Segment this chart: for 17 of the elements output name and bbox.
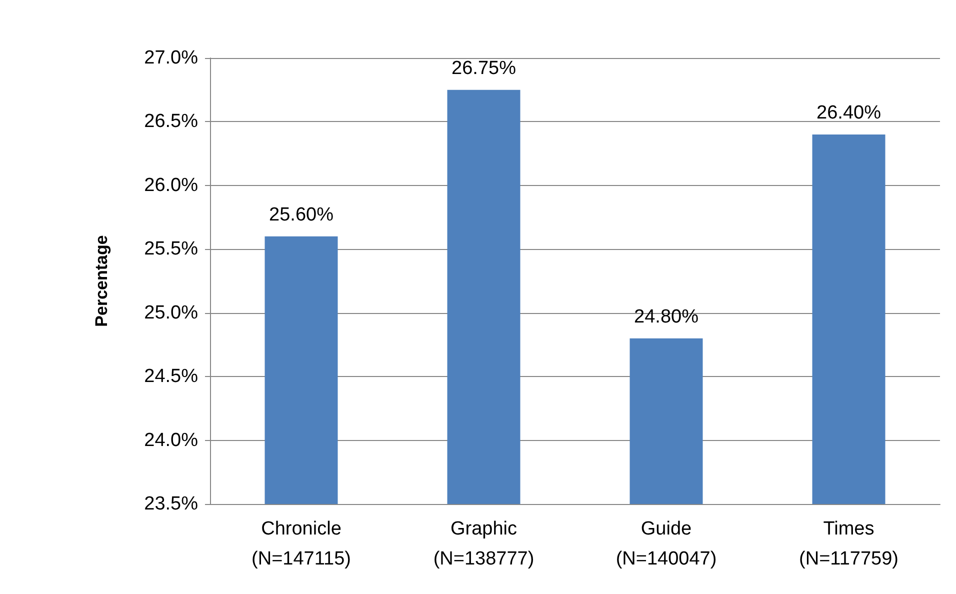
y-tick-label: 23.5% (144, 494, 198, 514)
y-tick-label: 26.0% (144, 174, 198, 196)
y-tick-label: 27.0% (144, 48, 198, 68)
y-tick-label: 25.0% (144, 302, 198, 324)
y-axis-title: Percentage (92, 235, 111, 327)
x-tick-label: Chronicle (N=147115) (252, 518, 351, 570)
data-label: 26.75% (452, 58, 516, 79)
data-label: 25.60% (269, 204, 334, 226)
x-tick-label: Guide (N=140047) (616, 518, 717, 570)
data-label: 26.40% (816, 102, 882, 124)
data-label: 24.80% (634, 306, 699, 328)
x-tick-label: Times (N=117759) (799, 518, 898, 570)
y-tick-label: 24.0% (144, 430, 198, 451)
y-tick-label: 26.5% (144, 111, 198, 132)
y-tick-label: 24.5% (144, 366, 198, 388)
y-tick-label: 25.5% (144, 238, 198, 260)
x-tick-label: Graphic (N=138777) (433, 518, 534, 570)
